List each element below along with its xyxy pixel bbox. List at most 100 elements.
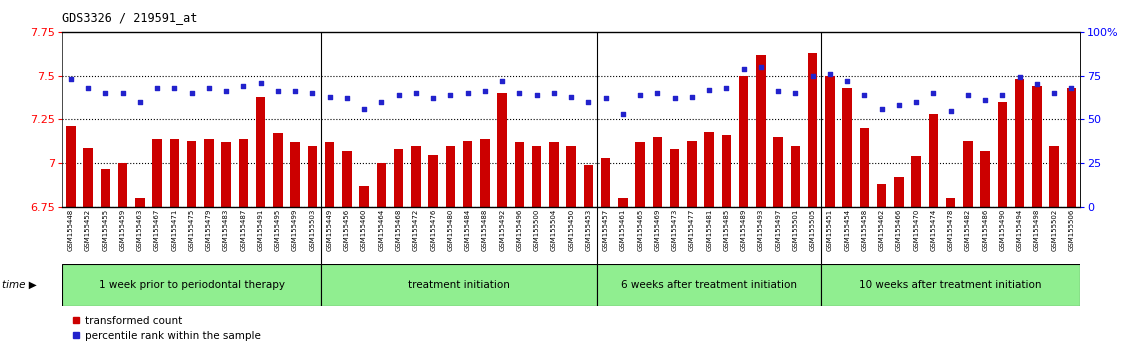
Point — [286, 88, 304, 94]
Point — [355, 106, 373, 112]
Bar — [739, 76, 749, 207]
Bar — [946, 198, 956, 207]
Bar — [308, 146, 317, 207]
Text: GSM155470: GSM155470 — [913, 209, 920, 251]
Bar — [256, 97, 266, 207]
Point — [441, 92, 459, 98]
Bar — [688, 141, 697, 207]
Text: GSM155478: GSM155478 — [948, 209, 953, 251]
Point — [614, 112, 632, 117]
Bar — [860, 128, 870, 207]
Text: GSM155471: GSM155471 — [172, 209, 178, 251]
Point — [527, 92, 545, 98]
Point — [924, 90, 942, 96]
Text: GSM155498: GSM155498 — [1034, 209, 1041, 251]
Bar — [118, 163, 128, 207]
Bar — [394, 149, 404, 207]
Point — [838, 78, 856, 84]
Text: GSM155505: GSM155505 — [810, 209, 815, 251]
Text: GSM155448: GSM155448 — [68, 209, 74, 251]
Point — [821, 71, 839, 77]
Text: GSM155488: GSM155488 — [482, 209, 487, 251]
Bar — [273, 133, 283, 207]
Text: GSM155453: GSM155453 — [586, 209, 592, 251]
Point — [510, 90, 528, 96]
Text: GSM155474: GSM155474 — [931, 209, 936, 251]
Text: GSM155495: GSM155495 — [275, 209, 280, 251]
Point — [338, 96, 356, 101]
Bar — [619, 198, 628, 207]
Point — [424, 96, 442, 101]
Point — [873, 106, 891, 112]
Text: GSM155455: GSM155455 — [102, 209, 109, 251]
Text: GSM155486: GSM155486 — [982, 209, 988, 251]
Point — [62, 76, 80, 82]
Point — [976, 97, 994, 103]
Bar — [670, 149, 680, 207]
Text: GSM155465: GSM155465 — [637, 209, 644, 251]
Text: 10 weeks after treatment initiation: 10 weeks after treatment initiation — [860, 280, 1042, 290]
Text: GSM155479: GSM155479 — [206, 209, 211, 251]
Text: GSM155506: GSM155506 — [1069, 209, 1074, 251]
Text: GSM155463: GSM155463 — [137, 209, 143, 251]
Bar — [774, 137, 783, 207]
Text: GSM155490: GSM155490 — [1000, 209, 1005, 251]
Bar — [722, 135, 731, 207]
Point — [96, 90, 114, 96]
Point — [666, 96, 684, 101]
Point — [769, 88, 787, 94]
Text: GSM155476: GSM155476 — [430, 209, 437, 251]
Bar — [222, 142, 231, 207]
Text: GSM155461: GSM155461 — [620, 209, 625, 251]
Point — [1045, 90, 1063, 96]
Bar — [325, 142, 335, 207]
Bar — [550, 142, 559, 207]
Point — [1062, 85, 1080, 91]
Text: GSM155464: GSM155464 — [379, 209, 385, 251]
Bar — [170, 139, 179, 207]
Text: GSM155468: GSM155468 — [396, 209, 402, 251]
Bar — [187, 141, 197, 207]
Point — [458, 90, 476, 96]
Point — [993, 92, 1011, 98]
Text: GSM155497: GSM155497 — [775, 209, 782, 251]
Point — [269, 88, 287, 94]
Bar — [1050, 146, 1059, 207]
Bar — [239, 139, 248, 207]
Bar — [66, 126, 76, 207]
Bar — [791, 146, 800, 207]
Bar — [653, 137, 662, 207]
Point — [476, 88, 494, 94]
Text: GSM155482: GSM155482 — [965, 209, 970, 251]
Bar — [84, 148, 93, 207]
Bar — [412, 146, 421, 207]
Bar — [1067, 88, 1077, 207]
Bar — [429, 154, 438, 207]
Bar — [597, 264, 821, 306]
Point — [752, 64, 770, 70]
Bar — [584, 165, 593, 207]
Text: GSM155481: GSM155481 — [706, 209, 713, 251]
Point — [942, 108, 960, 114]
Bar — [291, 142, 300, 207]
Text: GSM155469: GSM155469 — [655, 209, 661, 251]
Point — [597, 96, 615, 101]
Point — [372, 99, 390, 105]
Text: GSM155491: GSM155491 — [258, 209, 264, 251]
Point — [890, 103, 908, 108]
Bar — [204, 139, 214, 207]
Bar — [705, 132, 714, 207]
Point — [700, 87, 718, 92]
Bar — [515, 142, 524, 207]
Text: GSM155450: GSM155450 — [568, 209, 575, 251]
Text: GSM155501: GSM155501 — [793, 209, 798, 251]
Point — [182, 90, 200, 96]
Point — [1028, 81, 1046, 87]
Text: GSM155472: GSM155472 — [413, 209, 418, 251]
Point — [251, 80, 269, 86]
Point — [804, 73, 822, 79]
Text: time ▶: time ▶ — [2, 280, 37, 290]
Point — [407, 90, 425, 96]
Bar — [463, 141, 473, 207]
Bar — [101, 169, 110, 207]
